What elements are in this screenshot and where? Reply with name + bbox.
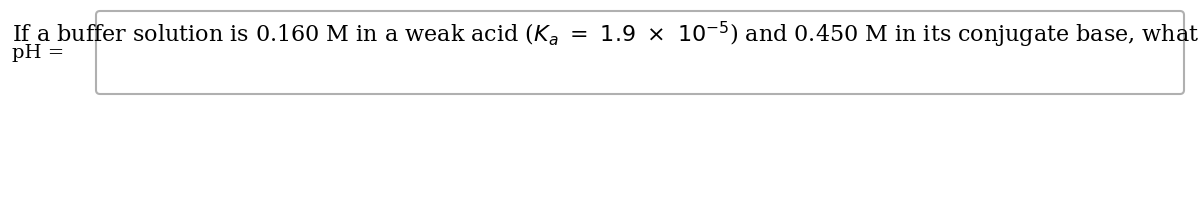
Text: If a buffer solution is 0.160 M in a weak acid ($K_a\ =\ 1.9\ \times\ 10^{-5}$) : If a buffer solution is 0.160 M in a wea… xyxy=(12,20,1200,50)
Text: pH =: pH = xyxy=(12,44,65,62)
FancyBboxPatch shape xyxy=(96,11,1184,94)
